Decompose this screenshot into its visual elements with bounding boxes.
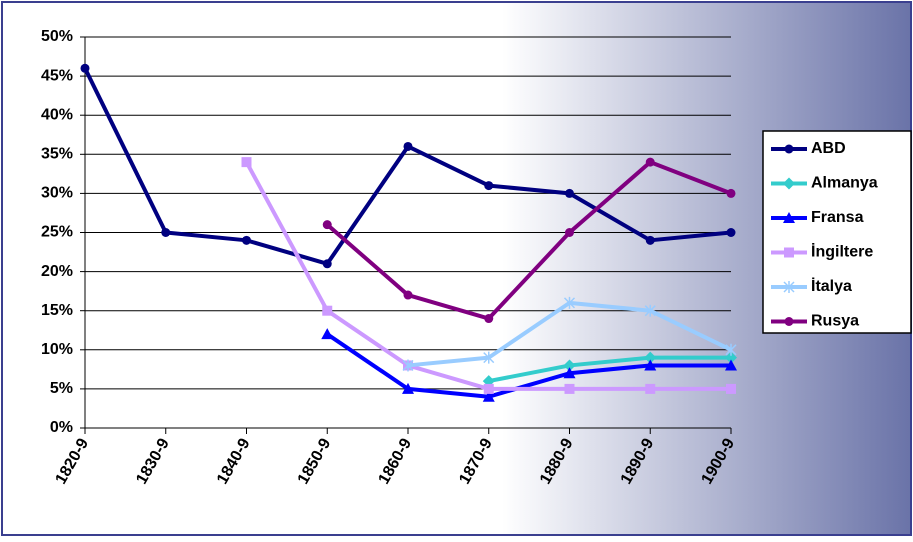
marker	[482, 390, 495, 402]
marker	[161, 228, 171, 237]
marker	[241, 157, 252, 168]
marker	[784, 317, 794, 326]
marker	[644, 351, 657, 364]
marker	[644, 359, 657, 371]
marker	[563, 296, 576, 309]
marker	[725, 351, 737, 364]
marker	[783, 281, 795, 293]
marker	[483, 383, 494, 394]
marker	[321, 328, 334, 340]
marker	[565, 188, 574, 198]
marker	[644, 304, 656, 317]
y-tick-label: 40%	[41, 106, 73, 123]
marker	[484, 314, 494, 324]
legend-label: ABD	[811, 140, 846, 157]
series-line	[326, 332, 731, 399]
legend-label: İngiltere	[811, 243, 873, 261]
y-tick-label: 10%	[41, 341, 73, 358]
marker	[645, 383, 656, 394]
marker	[402, 382, 414, 394]
y-tick-label: 5%	[50, 380, 73, 397]
marker	[726, 383, 736, 394]
marker	[403, 141, 413, 151]
marker	[80, 63, 90, 73]
marker	[242, 235, 251, 245]
marker	[645, 157, 655, 167]
legend-label: Almanya	[811, 175, 878, 192]
legend-label: Rusya	[811, 313, 859, 330]
y-tick-label: 20%	[41, 263, 73, 280]
series-line	[488, 355, 731, 384]
marker	[726, 188, 736, 198]
y-tick-label: 45%	[41, 67, 73, 84]
marker	[402, 359, 414, 372]
marker	[726, 228, 736, 237]
marker	[725, 359, 737, 371]
y-tick-label: 50%	[41, 28, 73, 45]
marker	[322, 305, 333, 316]
marker	[784, 144, 794, 154]
legend-box	[762, 130, 912, 334]
marker	[565, 228, 574, 237]
marker	[563, 359, 576, 372]
marker	[564, 383, 575, 394]
y-tick-label: 0%	[50, 419, 73, 436]
marker	[322, 259, 332, 269]
legend-label: Fransa	[811, 209, 864, 226]
y-tick-label: 25%	[41, 224, 73, 241]
marker	[645, 235, 655, 245]
marker	[322, 220, 332, 230]
marker	[725, 343, 737, 356]
marker	[483, 351, 495, 364]
marker	[403, 290, 413, 300]
y-tick-label: 35%	[41, 146, 73, 163]
y-tick-label: 30%	[41, 185, 73, 202]
marker	[784, 247, 794, 258]
marker	[783, 212, 795, 223]
marker	[484, 181, 494, 191]
marker	[563, 367, 576, 379]
marker	[783, 177, 795, 190]
series-line	[325, 160, 732, 321]
legend-label: İtalya	[811, 277, 852, 295]
y-tick-label: 15%	[41, 302, 73, 319]
